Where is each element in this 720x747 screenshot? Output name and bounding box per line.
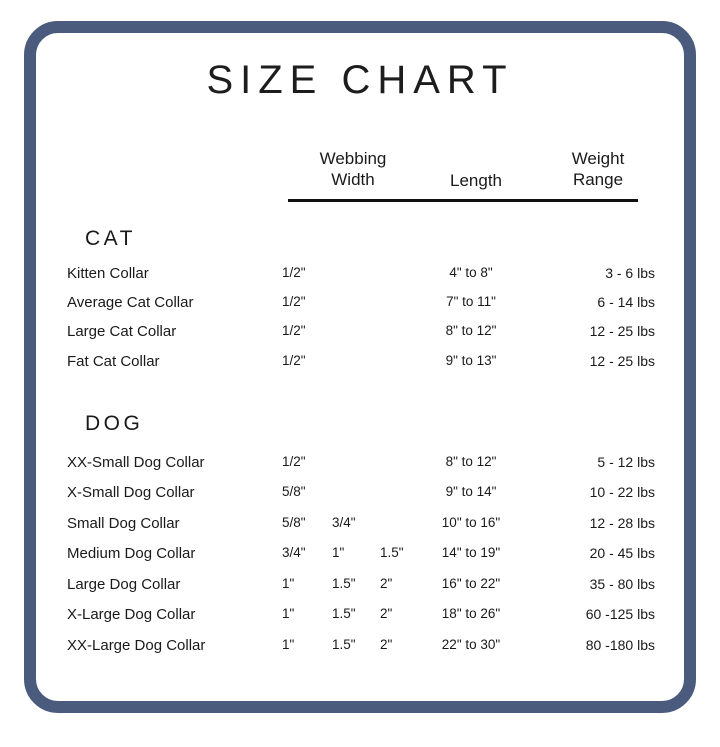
row-weight-range: 60 -125 lbs	[585, 606, 655, 622]
row-label: Large Dog Collar	[67, 576, 181, 593]
row-weight-range: 80 -180 lbs	[585, 637, 655, 653]
column-header-webbing-width: Webbing Width	[288, 148, 418, 190]
row-label: XX-Small Dog Collar	[67, 454, 205, 471]
row-weight-range: 10 - 22 lbs	[589, 484, 655, 500]
table-row: Small Dog Collar 5/8" 3/4" 10" to 16" 12…	[67, 515, 657, 535]
row-webbing-width-1: 1/2"	[282, 454, 306, 469]
row-webbing-width-2: 1.5"	[332, 576, 356, 591]
row-label: Medium Dog Collar	[67, 545, 196, 562]
row-weight-range: 35 - 80 lbs	[589, 576, 655, 592]
row-webbing-width-1: 5/8"	[282, 484, 306, 499]
row-length: 8" to 12"	[445, 323, 497, 338]
table-row: X-Small Dog Collar 5/8" 9" to 14" 10 - 2…	[67, 484, 657, 504]
row-webbing-width-1: 1/2"	[282, 265, 306, 280]
column-header-length: Length	[450, 171, 502, 190]
row-webbing-width-1: 1"	[282, 637, 295, 652]
row-weight-range: 12 - 25 lbs	[589, 353, 655, 369]
row-length: 22" to 30"	[441, 637, 501, 652]
row-length: 9" to 14"	[445, 484, 497, 499]
table-row: XX-Large Dog Collar 1" 1.5" 2" 22" to 30…	[67, 637, 657, 657]
row-length: 7" to 11"	[446, 294, 496, 309]
section-heading-dog: DOG	[85, 412, 144, 435]
row-webbing-width-1: 1/2"	[282, 323, 306, 338]
row-webbing-width-3: 2"	[380, 576, 393, 591]
row-webbing-width-3: 2"	[380, 637, 393, 652]
row-length: 4" to 8"	[449, 265, 493, 280]
row-webbing-width-1: 1"	[282, 606, 295, 621]
table-row: Large Cat Collar 1/2" 8" to 12" 12 - 25 …	[67, 323, 657, 343]
row-webbing-width-1: 5/8"	[282, 515, 306, 530]
row-webbing-width-2: 1.5"	[332, 637, 356, 652]
row-label: Small Dog Collar	[67, 515, 180, 532]
row-label: Fat Cat Collar	[67, 353, 160, 370]
row-weight-range: 5 - 12 lbs	[597, 454, 655, 470]
row-label: Kitten Collar	[67, 265, 149, 282]
table-row: Large Dog Collar 1" 1.5" 2" 16" to 22" 3…	[67, 576, 657, 596]
row-webbing-width-1: 1/2"	[282, 294, 306, 309]
column-header-weight-range: Weight Range	[540, 148, 656, 190]
row-webbing-width-1: 1"	[282, 576, 295, 591]
row-length: 18" to 26"	[441, 606, 501, 621]
row-length: 14" to 19"	[441, 545, 501, 560]
table-row: XX-Small Dog Collar 1/2" 8" to 12" 5 - 1…	[67, 454, 657, 474]
page-title: SIZE CHART	[206, 58, 514, 102]
row-label: X-Small Dog Collar	[67, 484, 195, 501]
row-weight-range: 6 - 14 lbs	[597, 294, 655, 310]
row-length: 16" to 22"	[441, 576, 501, 591]
row-weight-range: 3 - 6 lbs	[605, 265, 655, 281]
row-webbing-width-1: 1/2"	[282, 353, 306, 368]
row-weight-range: 20 - 45 lbs	[589, 545, 655, 561]
header-divider-rule	[288, 199, 638, 202]
table-row: X-Large Dog Collar 1" 1.5" 2" 18" to 26"…	[67, 606, 657, 626]
row-webbing-width-1: 3/4"	[282, 545, 306, 560]
table-row: Kitten Collar 1/2" 4" to 8" 3 - 6 lbs	[67, 265, 657, 285]
row-webbing-width-2: 3/4"	[332, 515, 356, 530]
row-label: XX-Large Dog Collar	[67, 637, 206, 654]
row-length: 10" to 16"	[441, 515, 501, 530]
column-header-webbing-width-line1: Webbing	[319, 149, 387, 168]
row-label: Average Cat Collar	[67, 294, 194, 311]
table-row: Average Cat Collar 1/2" 7" to 11" 6 - 14…	[67, 294, 657, 314]
row-webbing-width-3: 2"	[380, 606, 393, 621]
column-header-webbing-width-line2: Width	[331, 170, 375, 189]
row-length: 9" to 13"	[445, 353, 497, 368]
decorative-frame-border	[24, 21, 696, 713]
row-length: 8" to 12"	[445, 454, 497, 469]
row-weight-range: 12 - 25 lbs	[589, 323, 655, 339]
column-header-weight-range-line2: Range	[572, 170, 624, 189]
row-webbing-width-2: 1"	[332, 545, 345, 560]
row-weight-range: 12 - 28 lbs	[589, 515, 655, 531]
table-row: Medium Dog Collar 3/4" 1" 1.5" 14" to 19…	[67, 545, 657, 565]
row-label: Large Cat Collar	[67, 323, 177, 340]
section-heading-cat: CAT	[85, 227, 136, 250]
column-header-weight-range-line1: Weight	[571, 149, 625, 168]
row-webbing-width-3: 1.5"	[380, 545, 404, 560]
table-row: Fat Cat Collar 1/2" 9" to 13" 12 - 25 lb…	[67, 353, 657, 373]
row-label: X-Large Dog Collar	[67, 606, 196, 623]
row-webbing-width-2: 1.5"	[332, 606, 356, 621]
